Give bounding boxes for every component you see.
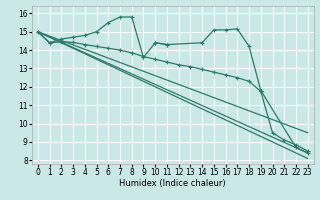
- X-axis label: Humidex (Indice chaleur): Humidex (Indice chaleur): [119, 179, 226, 188]
